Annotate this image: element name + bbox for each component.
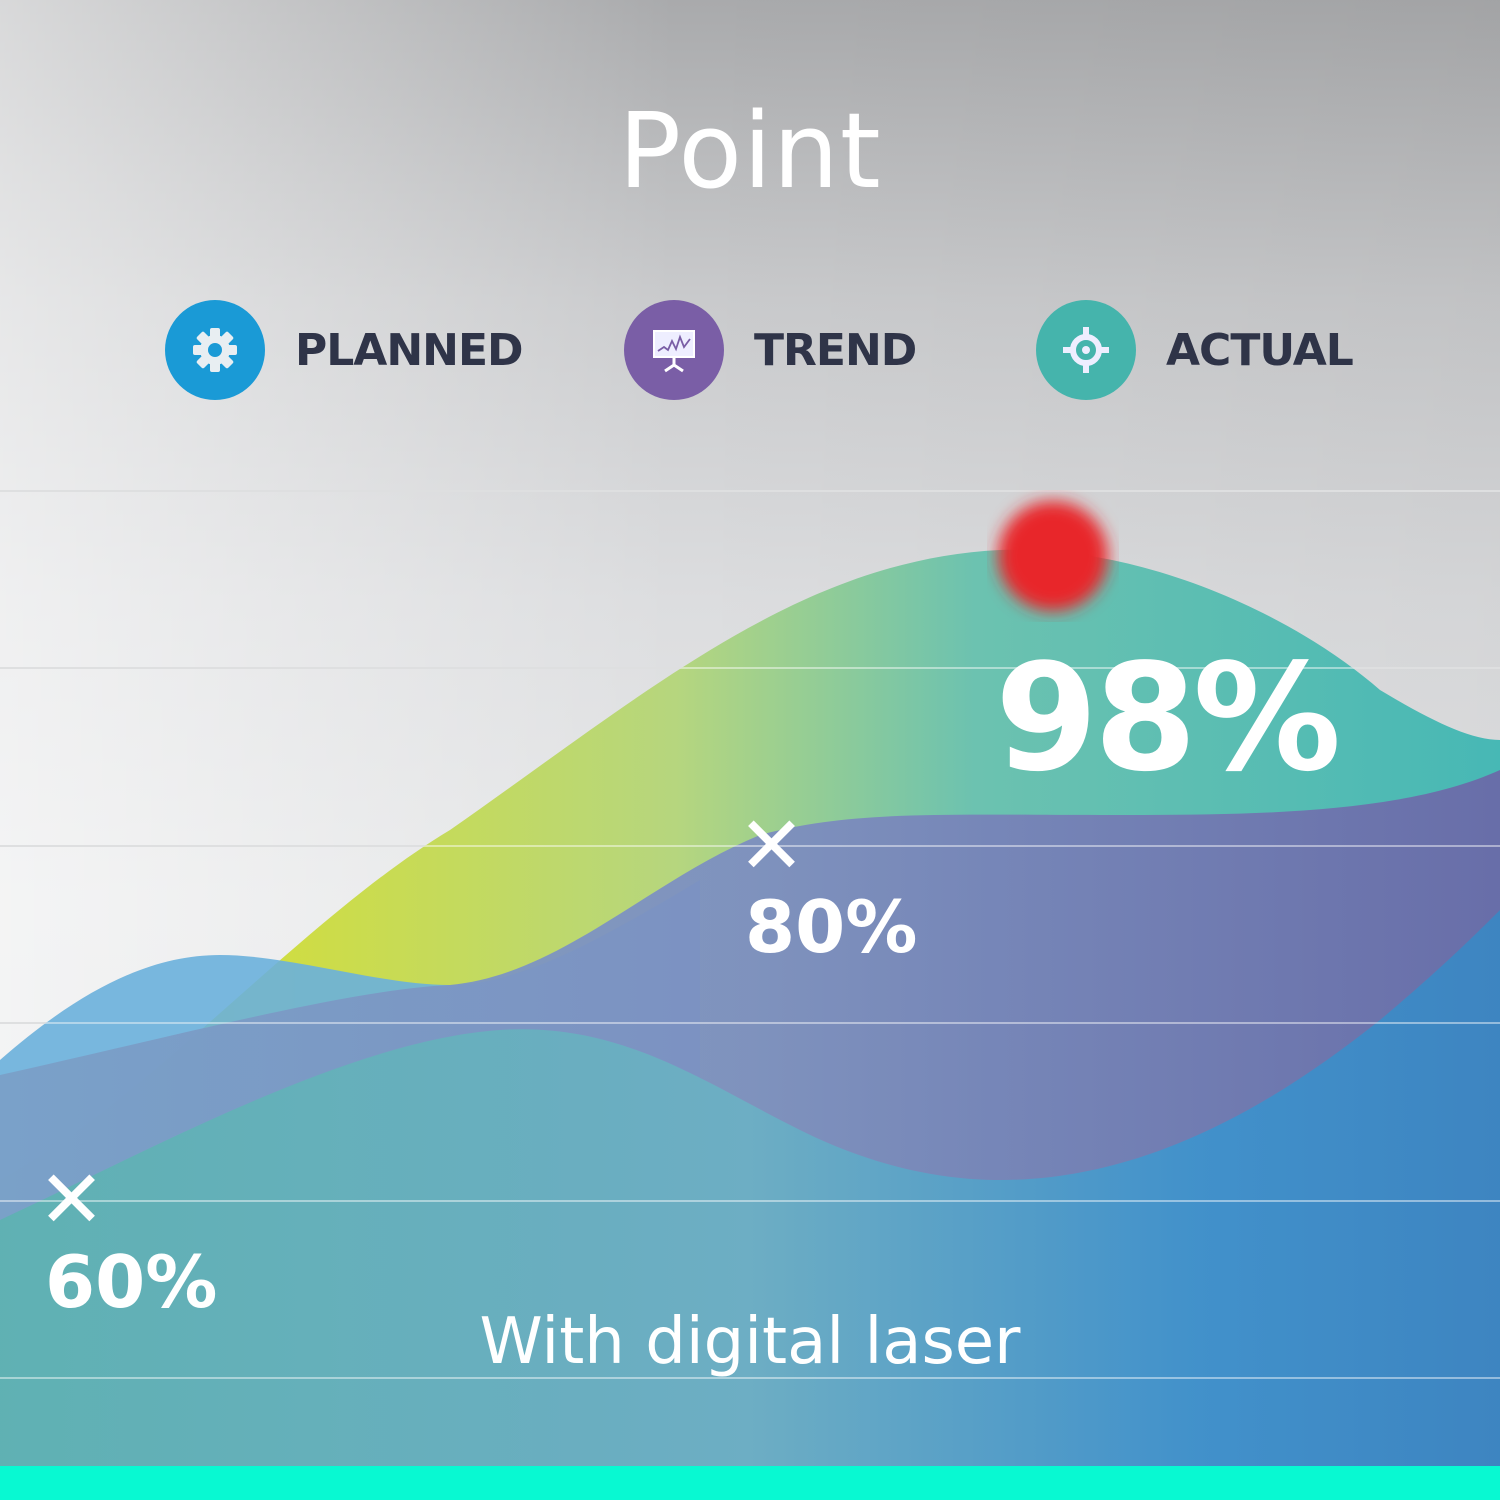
data-label-98: 98% bbox=[995, 632, 1341, 804]
legend-label: PLANNED bbox=[295, 324, 524, 376]
laser-dot bbox=[998, 501, 1108, 611]
area-series-front bbox=[0, 910, 1500, 1466]
data-label-80: 80% bbox=[745, 885, 918, 969]
legend-label: TREND bbox=[754, 324, 917, 376]
data-label-60: 60% bbox=[45, 1240, 218, 1324]
presentation-chart-icon bbox=[624, 300, 724, 400]
crosshair-icon bbox=[1036, 300, 1136, 400]
legend-item-actual: ACTUAL bbox=[1036, 300, 1354, 400]
legend-item-planned: PLANNED bbox=[165, 300, 524, 400]
x-marker-icon: ✕ bbox=[738, 799, 806, 892]
page-title: Point bbox=[618, 90, 882, 212]
legend-label: ACTUAL bbox=[1166, 324, 1354, 376]
subtitle: With digital laser bbox=[479, 1305, 1021, 1379]
legend-item-trend: TREND bbox=[624, 300, 917, 400]
accent-bar bbox=[0, 1466, 1500, 1500]
gear-icon bbox=[165, 300, 265, 400]
x-marker-icon: ✕ bbox=[38, 1153, 106, 1246]
